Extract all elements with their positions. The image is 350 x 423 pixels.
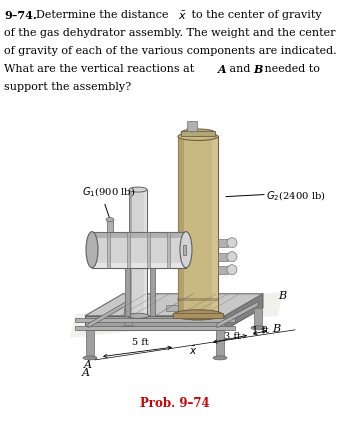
Text: 5 ft: 5 ft xyxy=(132,338,148,347)
Text: A: A xyxy=(218,64,227,75)
Text: B: B xyxy=(278,291,286,301)
Bar xyxy=(107,232,110,268)
Bar xyxy=(178,137,184,316)
Bar xyxy=(124,308,132,328)
Ellipse shape xyxy=(227,238,237,248)
Text: A: A xyxy=(84,360,92,370)
Text: $G_1$(900 lb): $G_1$(900 lb) xyxy=(82,185,135,198)
Text: A: A xyxy=(82,368,90,378)
Bar xyxy=(218,253,228,261)
Bar xyxy=(216,330,224,358)
Bar xyxy=(92,263,186,268)
Bar xyxy=(212,137,218,316)
Ellipse shape xyxy=(121,326,135,330)
Bar xyxy=(92,232,186,268)
Ellipse shape xyxy=(180,232,192,268)
Ellipse shape xyxy=(127,313,149,319)
Bar xyxy=(254,308,262,328)
Polygon shape xyxy=(85,294,263,316)
Text: of gravity of each of the various components are indicated.: of gravity of each of the various compon… xyxy=(4,46,337,56)
Text: to the center of gravity: to the center of gravity xyxy=(188,10,322,20)
Bar xyxy=(86,330,94,358)
Text: support the assembly?: support the assembly? xyxy=(4,82,131,92)
Polygon shape xyxy=(88,302,126,328)
Ellipse shape xyxy=(181,129,215,136)
Polygon shape xyxy=(85,316,225,330)
Ellipse shape xyxy=(178,312,218,320)
Text: B: B xyxy=(272,324,280,334)
Ellipse shape xyxy=(173,310,223,320)
Text: $\bar{x}$: $\bar{x}$ xyxy=(178,10,187,22)
Bar xyxy=(150,268,155,316)
Text: $G_2$(2400 lb): $G_2$(2400 lb) xyxy=(266,190,326,203)
Bar xyxy=(129,190,132,316)
Polygon shape xyxy=(70,292,283,338)
Text: needed to: needed to xyxy=(261,64,320,74)
Ellipse shape xyxy=(187,127,197,132)
Text: Determine the distance: Determine the distance xyxy=(36,10,172,20)
Bar xyxy=(218,266,228,274)
Ellipse shape xyxy=(83,356,97,360)
Ellipse shape xyxy=(129,187,147,192)
Bar xyxy=(178,137,218,316)
Text: What are the vertical reactions at: What are the vertical reactions at xyxy=(4,64,198,74)
Text: Prob. 9–74: Prob. 9–74 xyxy=(140,398,210,410)
Bar xyxy=(144,190,147,316)
Text: 3 ft: 3 ft xyxy=(224,332,240,341)
Bar xyxy=(125,268,130,316)
Polygon shape xyxy=(75,318,235,322)
Ellipse shape xyxy=(106,217,114,222)
Bar xyxy=(92,232,186,238)
Bar xyxy=(173,313,223,318)
Bar xyxy=(127,232,130,268)
Polygon shape xyxy=(217,302,258,328)
Bar xyxy=(218,239,228,247)
Ellipse shape xyxy=(86,232,98,268)
Ellipse shape xyxy=(227,252,237,262)
Bar xyxy=(187,121,197,132)
Text: of the gas dehydrator assembly. The weight and the center: of the gas dehydrator assembly. The weig… xyxy=(4,28,336,38)
Ellipse shape xyxy=(251,326,265,330)
Bar xyxy=(181,132,215,137)
Bar xyxy=(183,244,186,255)
Polygon shape xyxy=(75,326,235,330)
Bar xyxy=(166,305,178,311)
Polygon shape xyxy=(225,294,263,330)
Text: $\bar{x}$: $\bar{x}$ xyxy=(189,345,197,357)
Bar xyxy=(107,220,113,232)
Text: and: and xyxy=(226,64,254,74)
Ellipse shape xyxy=(227,265,237,275)
Bar xyxy=(147,232,150,268)
Text: B: B xyxy=(253,64,262,75)
Text: 1 ft: 1 ft xyxy=(252,326,268,335)
Ellipse shape xyxy=(213,356,227,360)
Bar xyxy=(167,232,170,268)
Bar xyxy=(177,298,219,301)
Ellipse shape xyxy=(178,132,218,140)
Text: 9–74.: 9–74. xyxy=(4,10,37,21)
Bar xyxy=(129,190,147,316)
